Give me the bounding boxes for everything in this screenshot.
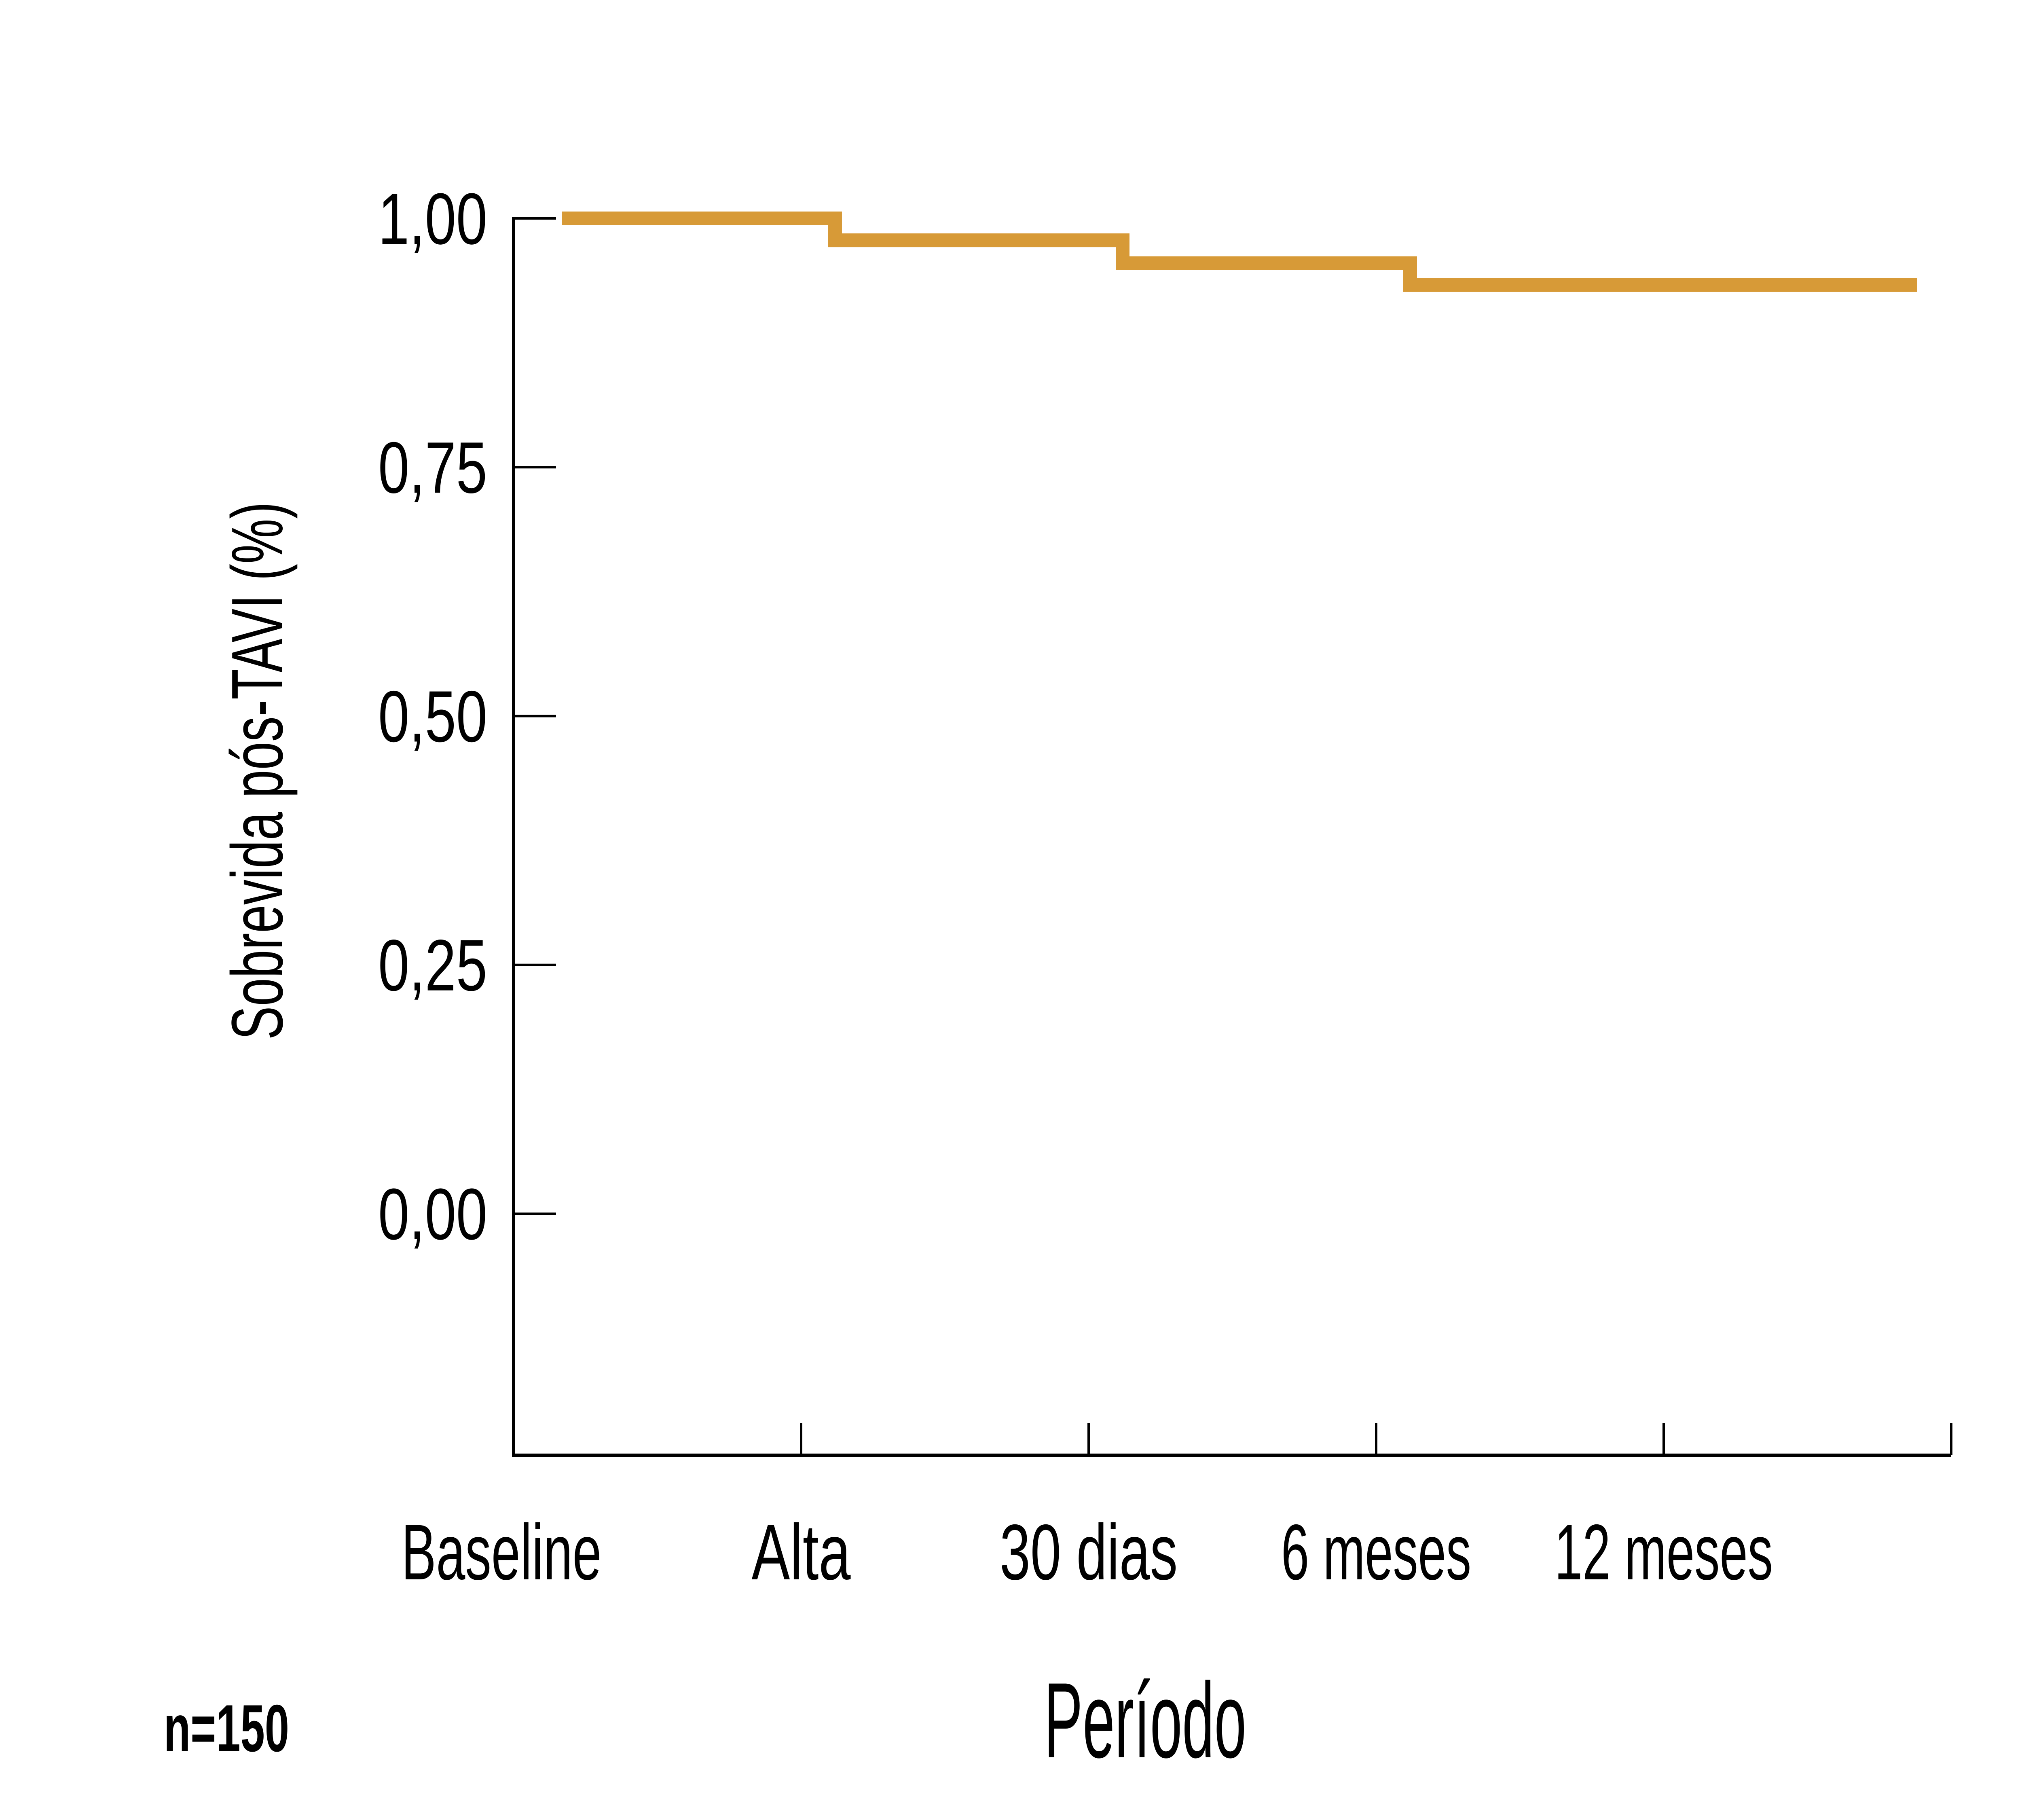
x-axis-title: Período bbox=[1044, 1661, 1246, 1780]
x-axis-ticks: Baseline Alta 30 dias 6 meses 12 meses bbox=[402, 1423, 1952, 1596]
y-tick-label: 1,00 bbox=[378, 178, 487, 260]
x-tick-label: 30 dias bbox=[1000, 1508, 1178, 1596]
y-axis-ticks: 1,00 0,75 0,50 0,25 0,00 bbox=[378, 178, 556, 1255]
y-tick-label: 0,00 bbox=[378, 1174, 487, 1255]
x-tick-label: Alta bbox=[752, 1508, 851, 1596]
x-tick-label: 6 meses bbox=[1281, 1508, 1471, 1596]
y-tick-label: 0,75 bbox=[378, 427, 487, 508]
x-tick-label: 12 meses bbox=[1555, 1508, 1773, 1596]
survival-curve-group bbox=[562, 212, 1917, 292]
x-tick-label: Baseline bbox=[402, 1508, 602, 1596]
survival-curve bbox=[562, 212, 1917, 292]
y-axis-title: Sobrevida pós-TAVI (%) bbox=[217, 502, 298, 1040]
sample-size-annotation: n=150 bbox=[164, 1691, 289, 1765]
y-tick-label: 0,25 bbox=[378, 925, 487, 1006]
y-tick-label: 0,50 bbox=[378, 676, 487, 758]
